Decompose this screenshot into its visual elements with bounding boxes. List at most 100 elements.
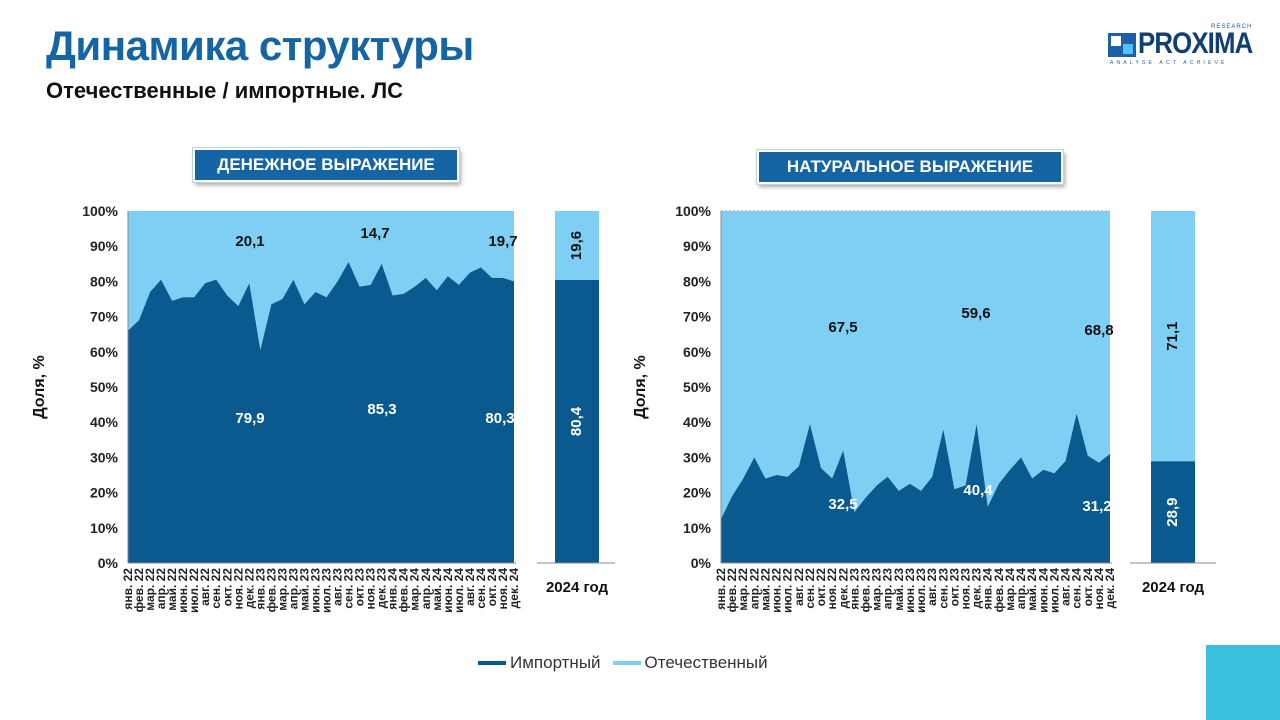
y-tick-label-0-8: 80% [90,273,119,289]
x-tick-label-1-26: мар. 24 [1003,568,1017,611]
x-tick-label-0-5: июн. 22 [176,568,190,613]
y-tick-label-0-1: 10% [90,520,119,536]
y-tick-label-0-0: 0% [98,555,119,571]
domestic-annotation-1-0: 67,5 [828,319,857,336]
x-tick-label-1-31: авг. 24 [1059,568,1073,606]
x-tick-label-0-34: ноя. 24 [496,568,510,610]
x-tick-label-1-25: фев. 24 [992,568,1006,613]
y-tick-label-0-2: 20% [90,485,119,501]
summary-category-label-1: 2024 год [1142,579,1205,596]
x-tick-label-1-32: сен. 24 [1070,568,1084,609]
volume-panel-label: НАТУРАЛЬНОЕ ВЫРАЖЕНИЕ [756,149,1064,185]
y-tick-label-1-3: 30% [683,449,712,465]
monetary-panel-label: ДЕНЕЖНОЕ ВЫРАЖЕНИЕ [192,147,460,183]
x-tick-label-0-32: сен. 24 [474,568,488,609]
x-tick-label-1-34: ноя. 24 [1092,568,1106,610]
x-tick-label-0-22: ноя. 23 [364,568,378,610]
page-title: Динамика структуры [46,22,474,69]
x-tick-label-1-18: июл. 23 [914,568,928,613]
corner-accent-square [1206,645,1280,720]
x-tick-label-1-6: июл. 22 [781,568,795,613]
area-import-0 [128,262,514,563]
x-tick-label-0-4: май. 22 [165,568,179,611]
x-tick-label-1-17: июн. 23 [903,568,917,613]
x-tick-label-1-21: окт. 23 [947,568,961,607]
y-tick-label-0-6: 60% [90,344,119,360]
logo-mark-icon [1108,33,1136,57]
x-tick-label-0-25: фев. 24 [397,568,411,613]
proxima-logo: PROXIMA RESEARCH ANALYSE ACT ACHIEVE [1108,24,1258,70]
y-tick-label-1-8: 80% [683,273,712,289]
legend: Импортный Отечественный [478,652,780,674]
x-tick-label-0-21: окт. 23 [353,568,367,607]
x-tick-label-0-35: дек. 24 [507,568,521,609]
area-domestic-1 [721,211,1110,519]
x-tick-label-0-20: сен. 23 [342,568,356,609]
y-tick-label-0-7: 70% [90,309,119,325]
y-tick-label-1-9: 90% [683,238,712,254]
import-annotation-0-1: 85,3 [367,401,396,418]
area-domestic-0 [128,211,514,351]
y-tick-label-1-7: 70% [683,309,712,325]
x-tick-label-0-11: дек. 22 [242,568,256,609]
summary-bar-domestic-0 [555,211,599,280]
x-tick-label-0-30: июл. 24 [452,568,466,613]
x-tick-label-1-11: дек. 22 [836,568,850,609]
domestic-annotation-0-2: 19,7 [488,233,517,250]
domestic-annotation-0-0: 20,1 [235,233,264,250]
area-import-1 [721,413,1110,563]
summary-label-import-1: 28,9 [1164,498,1181,527]
legend-item-import: Импортный [478,653,601,673]
domestic-annotation-1-1: 59,6 [961,305,990,322]
x-tick-label-1-28: май. 24 [1025,568,1039,611]
x-tick-label-1-27: апр. 24 [1014,568,1028,610]
x-tick-label-0-16: май. 23 [297,568,311,611]
x-tick-label-1-24: янв. 24 [981,568,995,610]
summary-bar-import-1 [1151,461,1195,563]
x-tick-label-1-12: янв. 23 [847,568,861,610]
legend-item-domestic: Отечественный [612,653,768,673]
y-tick-label-1-4: 40% [683,414,712,430]
import-annotation-1-0: 32,5 [828,496,857,513]
y-tick-label-1-2: 20% [683,485,712,501]
x-tick-label-0-18: июл. 23 [320,568,334,613]
x-tick-label-1-3: апр. 22 [747,568,761,610]
y-tick-label-0-5: 50% [90,379,119,395]
y-tick-label-1-0: 0% [691,555,712,571]
x-tick-label-0-23: дек. 23 [375,568,389,609]
x-tick-label-1-14: мар. 23 [870,568,884,611]
x-tick-label-0-10: ноя. 22 [231,568,245,610]
x-tick-label-0-9: окт. 22 [220,568,234,607]
legend-label-import: Импортный [510,653,601,672]
logo-tagline: ANALYSE ACT ACHIEVE [1110,60,1228,66]
logo-name: PROXIMA [1138,27,1253,60]
y-tick-label-1-6: 60% [683,344,712,360]
summary-label-import-0: 80,4 [568,406,585,436]
x-tick-label-1-16: май. 23 [892,568,906,611]
x-tick-label-1-5: июн. 22 [770,568,784,613]
x-tick-label-1-9: окт. 22 [814,568,828,607]
summary-category-label-0: 2024 год [546,579,609,596]
x-tick-label-0-13: фев. 23 [264,568,278,613]
summary-bar-domestic-1 [1151,211,1195,462]
legend-swatch-import [478,661,506,665]
logo-research: RESEARCH [1211,24,1253,30]
y-tick-label-1-10: 100% [675,203,711,219]
legend-label-domestic: Отечественный [644,653,768,672]
y-axis-title-1: Доля, % [632,355,649,419]
x-tick-label-1-8: сен. 22 [803,568,817,609]
domestic-annotation-1-2: 68,8 [1084,322,1113,339]
summary-label-domestic-0: 19,6 [568,231,585,260]
summary-bar-import-0 [555,279,599,563]
import-annotation-0-0: 79,9 [235,410,264,427]
x-tick-label-0-17: июн. 23 [308,568,322,613]
x-tick-label-1-19: авг. 23 [925,568,939,606]
x-tick-label-0-33: окт. 24 [485,568,499,607]
x-tick-label-0-8: сен. 22 [209,568,223,609]
x-tick-label-1-2: мар. 22 [736,568,750,611]
import-annotation-0-2: 80,3 [485,410,514,427]
x-tick-label-1-4: май. 22 [758,568,772,611]
x-tick-label-0-14: мар. 23 [275,568,289,611]
x-tick-label-0-0: янв. 22 [121,568,135,610]
